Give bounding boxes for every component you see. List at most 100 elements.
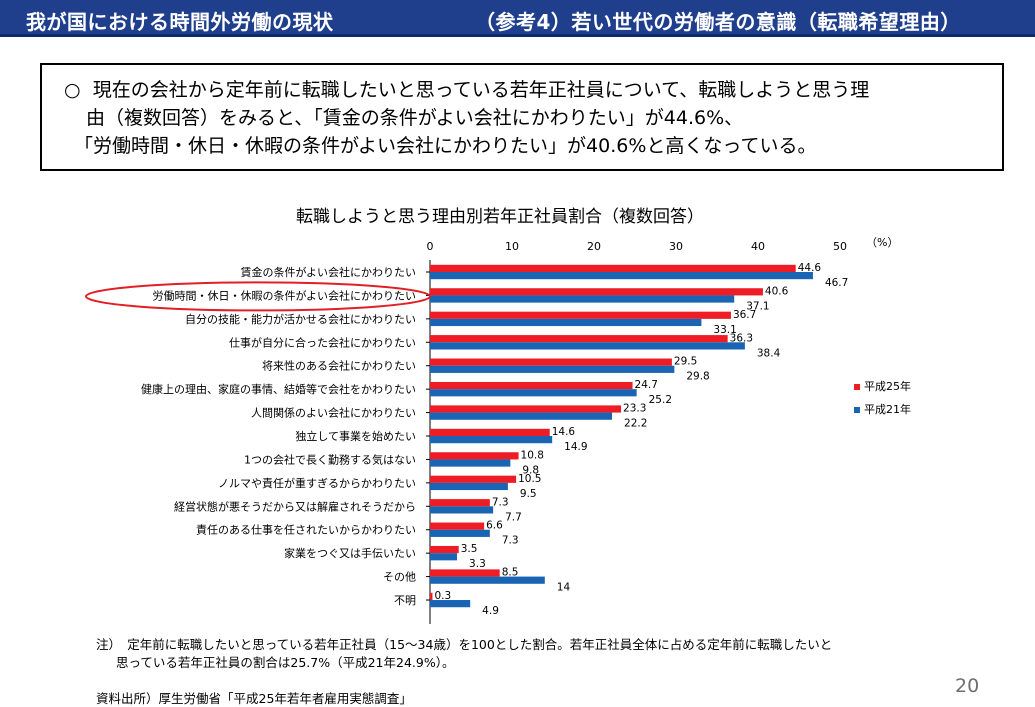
data-label-h21: 37.1 xyxy=(746,300,769,312)
bar-h21 xyxy=(430,342,745,350)
chart-layer: 0 10 20 30 40 50 （%） 賃金の条件がよい会社にかわりたい 44.646.7 労働… xyxy=(85,236,911,624)
summary-text-1: 現在の会社から定年前に転職したいと思っている若年正社員について、転職しようと思う… xyxy=(92,79,870,101)
data-label-h25: 36.3 xyxy=(730,332,753,344)
bar-h21 xyxy=(430,436,553,444)
bar-h21 xyxy=(430,318,702,327)
x-tick-label: 50 xyxy=(833,240,847,253)
data-label-h25: 36.7 xyxy=(733,309,756,321)
note-line-2: 思っている若年正社員の割合は25.7%（平成21年24.9%）。 xyxy=(116,655,455,670)
data-label-h25: 10.8 xyxy=(521,449,544,461)
category-label: その他 xyxy=(383,571,416,584)
x-axis-unit: （%） xyxy=(866,236,898,249)
bar-h25 xyxy=(430,358,672,366)
category-label: 自分の技能・能力が活かせる会社にかわりたい xyxy=(185,312,416,326)
bar-h21 xyxy=(430,529,490,537)
note-line-1: 注） 定年前に転職したいと思っている若年正社員（15～34歳）を100とした割合… xyxy=(96,637,833,652)
summary-line-1: ○ 現在の会社から定年前に転職したいと思っている若年正社員について、転職しようと… xyxy=(64,76,988,104)
data-label-h21: 46.7 xyxy=(825,277,848,289)
bar-h25 xyxy=(430,405,622,413)
data-label-h21: 22.2 xyxy=(624,418,647,430)
data-label-h21: 14.9 xyxy=(564,441,587,453)
bar-h21 xyxy=(430,272,813,280)
bar-h21 xyxy=(430,459,511,467)
category-label: ノルマや責任が重すぎるからかわりたい xyxy=(218,476,416,490)
bar-h21 xyxy=(430,576,545,584)
category-label: 仕事が自分に合った会社にかわりたい xyxy=(229,335,416,349)
bar-h21 xyxy=(430,295,735,303)
summary-line-3: 「労働時間・休日・休暇の条件がよい会社にかわりたい」が40.6%と高くなっている… xyxy=(74,135,817,157)
category-label: 賃金の条件がよい会社にかわりたい xyxy=(241,265,416,279)
data-label-h25: 3.5 xyxy=(461,543,478,555)
page-subtitle: （参考4）若い世代の労働者の意識（転職希望理由） xyxy=(475,10,961,34)
bar-h25 xyxy=(430,381,633,390)
bar-h25 xyxy=(430,499,490,507)
category-label: 家業をつぐ又は手伝いたい xyxy=(284,546,416,560)
summary-line-2: 由（複数回答）をみると、「賃金の条件がよい会社にかわりたい」が44.6%、 xyxy=(86,107,744,129)
bar-h25 xyxy=(430,264,796,272)
data-label-h25: 14.6 xyxy=(552,426,576,438)
category-label: 責任のある仕事を任されたいからかわりたい xyxy=(196,523,416,537)
x-tick-label: 0 xyxy=(427,240,434,253)
chart-title: 転職しようと思う理由別若年正社員割合（複数回答） xyxy=(296,207,704,227)
data-label-h25: 24.7 xyxy=(635,379,658,391)
bar-h21 xyxy=(430,553,458,561)
category-label: 将来性のある会社にかわりたい xyxy=(262,359,416,373)
bar-h21 xyxy=(430,365,675,373)
bar-h25 xyxy=(430,475,517,483)
data-label-h25: 44.6 xyxy=(798,262,822,274)
bar-h25 xyxy=(430,288,763,296)
legend-swatch xyxy=(854,384,860,390)
data-label-h21: 14 xyxy=(557,582,571,594)
category-label: 独立して事業を始めたい xyxy=(295,429,416,443)
legend-label: 平成21年 xyxy=(864,402,911,416)
data-label-h25: 0.3 xyxy=(434,590,451,602)
legend-label: 平成25年 xyxy=(864,379,911,393)
summary-bullet: ○ xyxy=(64,79,81,101)
bar-h25 xyxy=(430,592,433,601)
data-label-h21: 33.1 xyxy=(713,324,736,336)
data-label-h21: 25.2 xyxy=(649,394,672,406)
x-tick-label: 20 xyxy=(587,240,601,253)
data-label-h25: 7.3 xyxy=(492,496,509,508)
data-label-h25: 10.5 xyxy=(518,473,541,485)
bar-h25 xyxy=(430,545,459,554)
bar-h25 xyxy=(430,428,550,437)
data-label-h25: 29.5 xyxy=(674,356,697,368)
data-label-h21: 9.5 xyxy=(520,488,537,500)
bar-h21 xyxy=(430,412,613,420)
summary-box: ○ 現在の会社から定年前に転職したいと思っている若年正社員について、転職しようと… xyxy=(40,63,1004,171)
bar-h25 xyxy=(430,335,728,343)
data-label-h25: 8.5 xyxy=(502,567,519,579)
data-label-h21: 29.8 xyxy=(686,371,709,383)
highlight-ellipse xyxy=(85,281,431,312)
data-label-h25: 6.6 xyxy=(486,520,503,532)
bar-h21 xyxy=(430,506,494,514)
data-label-h21: 7.3 xyxy=(502,535,519,547)
page-title: 我が国における時間外労働の現状 xyxy=(26,10,334,34)
category-label: 労働時間・休日・休暇の条件がよい会社にかわりたい xyxy=(153,288,416,302)
data-label-h21: 38.4 xyxy=(757,347,781,359)
category-label: 経営状態が悪そうだから又は解雇されそうだから xyxy=(174,499,416,513)
data-label-h25: 23.3 xyxy=(623,403,646,415)
bar-h21 xyxy=(430,389,637,397)
data-label-h21: 3.3 xyxy=(469,558,486,570)
bar-h25 xyxy=(430,311,731,319)
category-label: 人間関係のよい会社にかわりたい xyxy=(251,406,416,420)
x-tick-label: 30 xyxy=(669,240,683,253)
chart-note: 注） 定年前に転職したいと思っている若年正社員（15～34歳）を100とした割合… xyxy=(96,636,976,672)
data-label-h21: 9.8 xyxy=(522,464,539,476)
bar-h21 xyxy=(430,600,471,608)
bar-h25 xyxy=(430,569,500,577)
data-label-h25: 40.6 xyxy=(765,285,789,297)
page-number: 20 xyxy=(955,675,980,697)
legend-swatch xyxy=(854,407,860,413)
category-label: 不明 xyxy=(394,594,416,607)
source-citation: 資料出所）厚生労働省「平成25年若年者雇用実態調査」 xyxy=(96,691,412,706)
bar-h21 xyxy=(430,482,508,491)
category-label: 健康上の理由、家庭の事情、結婚等で会社をかわりたい xyxy=(141,382,416,396)
data-label-h21: 7.7 xyxy=(505,511,522,523)
header-bar: 我が国における時間外労働の現状 （参考4）若い世代の労働者の意識（転職希望理由） xyxy=(0,0,1035,37)
x-tick-label: 10 xyxy=(505,240,519,253)
data-label-h21: 4.9 xyxy=(482,605,499,617)
